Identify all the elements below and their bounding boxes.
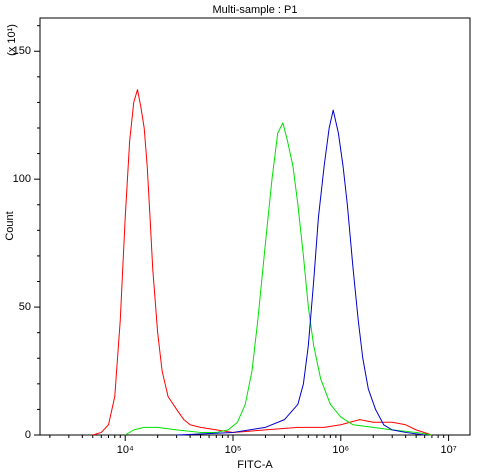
- x-tick-label: 10⁷: [440, 444, 456, 456]
- y-tick-label: 50: [19, 301, 31, 313]
- x-tick-label: 10⁶: [332, 444, 349, 456]
- histogram-line: [92, 89, 433, 436]
- x-tick-label: 10⁵: [225, 444, 242, 456]
- y-multiplier-label: (x 10¹): [6, 24, 18, 56]
- y-tick-label: 100: [13, 173, 31, 185]
- chart-title: Multi-sample : P1: [213, 4, 298, 16]
- y-tick-label: 0: [25, 429, 31, 441]
- x-tick-label: 10⁴: [117, 444, 134, 456]
- y-tick-label: 150: [13, 45, 31, 57]
- y-axis-label: Count: [4, 211, 16, 240]
- histogram-line: [176, 109, 425, 436]
- histogram-line: [124, 122, 432, 436]
- plot-frame: [39, 17, 471, 436]
- x-axis-label: FITC-A: [237, 459, 273, 471]
